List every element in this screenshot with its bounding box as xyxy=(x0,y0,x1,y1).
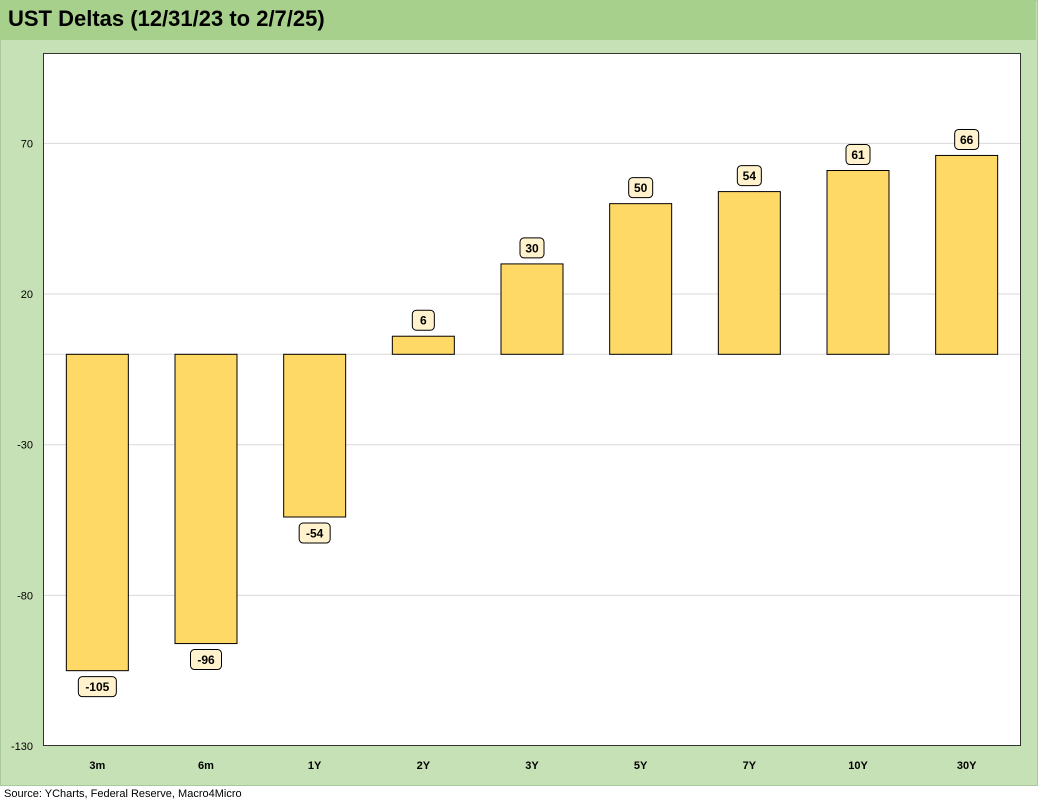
bar xyxy=(500,263,564,355)
data-label-box xyxy=(736,165,762,187)
x-tick-label: 1Y xyxy=(308,760,322,772)
bar xyxy=(65,353,129,672)
y-tick-label: -80 xyxy=(17,590,33,602)
data-label-box xyxy=(954,128,980,150)
data-label: 30 xyxy=(525,241,539,255)
data-label: 6 xyxy=(420,314,427,328)
x-tick-label: 3Y xyxy=(525,760,539,772)
x-tick-label: 3m xyxy=(89,760,105,772)
data-label: -54 xyxy=(306,527,324,541)
data-label: -96 xyxy=(197,653,215,667)
data-label: 50 xyxy=(634,181,648,195)
y-tick-label: -130 xyxy=(11,741,33,753)
data-label-box xyxy=(298,522,331,544)
data-label-box xyxy=(845,144,871,166)
bar xyxy=(283,353,347,518)
data-label: -105 xyxy=(85,680,109,694)
x-tick-label: 6m xyxy=(198,760,214,772)
data-label-box xyxy=(411,309,435,331)
source-note: Source: YCharts, Federal Reserve, Macro4… xyxy=(4,788,242,800)
x-tick-label: 2Y xyxy=(417,760,431,772)
data-label: 66 xyxy=(960,133,974,147)
bar xyxy=(174,353,238,645)
bar xyxy=(609,203,673,355)
data-label-box xyxy=(519,237,545,259)
bar xyxy=(935,154,999,355)
bar xyxy=(391,335,455,355)
x-tick-label: 7Y xyxy=(743,760,757,772)
bar xyxy=(826,170,890,355)
y-tick-label: 70 xyxy=(21,138,33,150)
data-label-box xyxy=(77,676,117,698)
chart-title: UST Deltas (12/31/23 to 2/7/25) xyxy=(8,6,325,31)
title-bar: UST Deltas (12/31/23 to 2/7/25) xyxy=(0,0,1036,40)
x-tick-label: 30Y xyxy=(957,760,977,772)
x-tick-label: 5Y xyxy=(634,760,648,772)
data-label: 61 xyxy=(851,148,865,162)
data-label-box xyxy=(628,177,654,199)
x-tick-label: 10Y xyxy=(848,760,868,772)
data-label: 54 xyxy=(743,169,757,183)
y-tick-label: 20 xyxy=(21,289,33,301)
bar xyxy=(717,191,781,355)
data-label-box xyxy=(190,649,222,671)
y-tick-label: -30 xyxy=(17,440,33,452)
